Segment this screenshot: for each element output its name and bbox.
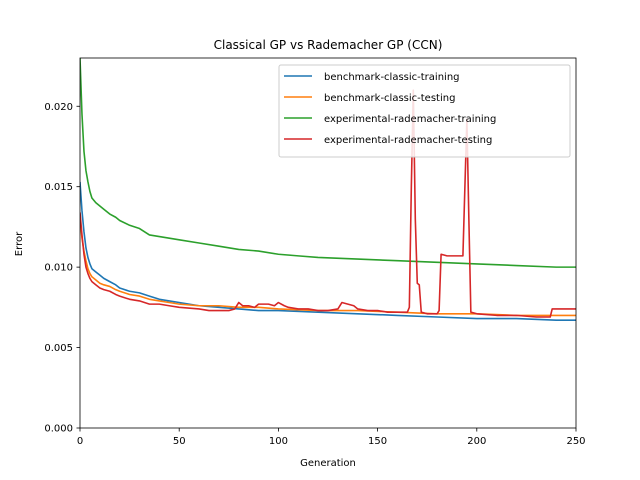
series-line-benchmark-classic-training xyxy=(80,181,576,322)
y-tick-label: 0.000 xyxy=(44,424,73,435)
legend-label: benchmark-classic-training xyxy=(324,72,460,83)
legend: benchmark-classic-training benchmark-clas… xyxy=(278,64,571,158)
x-tick-label: 200 xyxy=(467,436,486,447)
series-lines xyxy=(80,58,576,322)
x-tick-label: 150 xyxy=(368,436,387,447)
x-tick-label: 100 xyxy=(269,436,288,447)
y-axis-label: Error xyxy=(14,231,25,256)
y-tick-label: 0.010 xyxy=(44,263,73,274)
x-tick-label: 0 xyxy=(77,436,83,447)
axes-frame xyxy=(79,57,577,429)
series-line-experimental-rademacher-testing xyxy=(80,89,576,318)
legend-label: experimental-rademacher-training xyxy=(324,114,496,125)
series-line-experimental-rademacher-training xyxy=(80,58,576,268)
x-tick-label: 50 xyxy=(173,436,186,447)
y-tick-label: 0.020 xyxy=(44,102,73,113)
legend-label: benchmark-classic-testing xyxy=(324,93,455,104)
y-tick-label: 0.015 xyxy=(44,182,73,193)
x-axis-ticks: 0 50 100 150 200 250 xyxy=(77,428,586,447)
x-axis-label: Generation xyxy=(300,458,356,469)
x-tick-label: 250 xyxy=(566,436,585,447)
chart-title: Classical GP vs Rademacher GP (CCN) xyxy=(214,38,443,52)
y-axis-ticks: 0.000 0.005 0.010 0.015 0.020 xyxy=(44,102,80,435)
legend-label: experimental-rademacher-testing xyxy=(324,135,492,146)
y-tick-label: 0.005 xyxy=(44,343,73,354)
legend-box xyxy=(278,64,571,158)
